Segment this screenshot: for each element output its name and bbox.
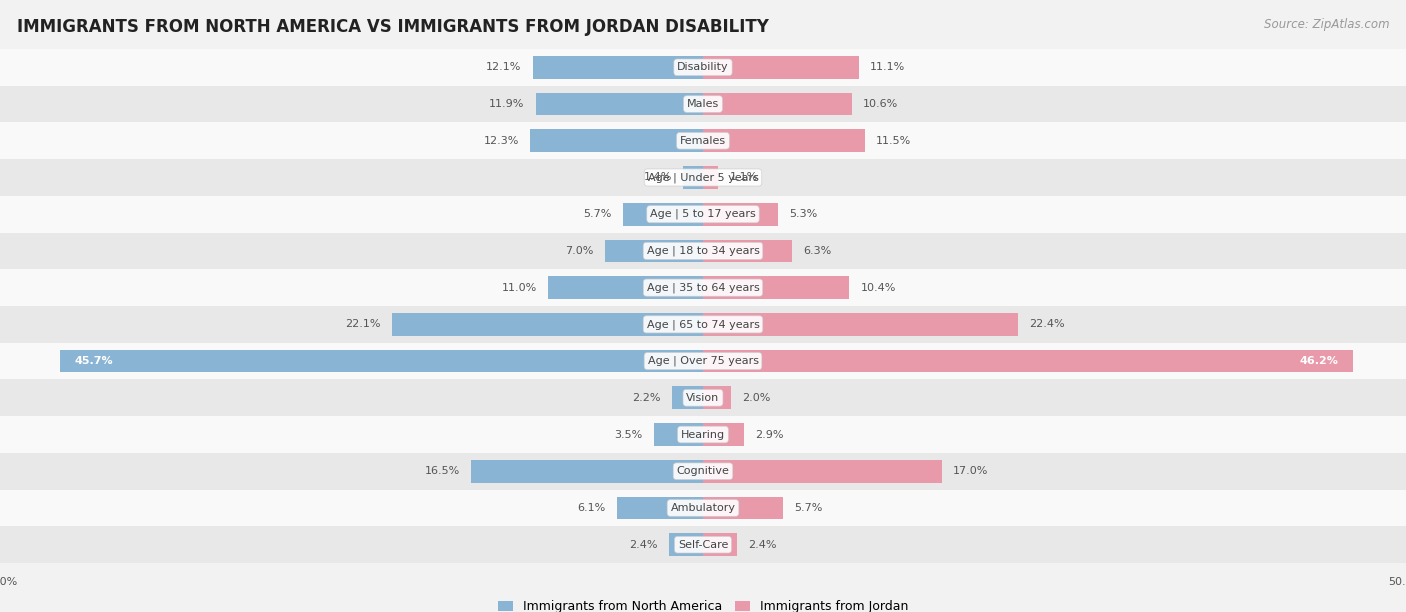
FancyBboxPatch shape xyxy=(0,86,1406,122)
FancyBboxPatch shape xyxy=(0,122,1406,159)
Bar xyxy=(703,203,778,226)
Text: 2.4%: 2.4% xyxy=(748,540,776,550)
Bar xyxy=(654,423,703,446)
Text: 11.0%: 11.0% xyxy=(502,283,537,293)
Text: 1.1%: 1.1% xyxy=(730,173,758,182)
Text: 10.6%: 10.6% xyxy=(863,99,898,109)
FancyBboxPatch shape xyxy=(0,233,1406,269)
FancyBboxPatch shape xyxy=(0,343,1406,379)
Bar xyxy=(536,92,703,116)
Text: 5.7%: 5.7% xyxy=(794,503,823,513)
Bar xyxy=(703,423,744,446)
Bar xyxy=(623,203,703,226)
Text: 11.1%: 11.1% xyxy=(870,62,905,72)
FancyBboxPatch shape xyxy=(0,306,1406,343)
Bar xyxy=(703,313,1018,336)
FancyBboxPatch shape xyxy=(0,49,1406,86)
Bar xyxy=(672,386,703,409)
Text: IMMIGRANTS FROM NORTH AMERICA VS IMMIGRANTS FROM JORDAN DISABILITY: IMMIGRANTS FROM NORTH AMERICA VS IMMIGRA… xyxy=(17,18,769,36)
Text: 46.2%: 46.2% xyxy=(1299,356,1339,366)
Text: Age | 35 to 64 years: Age | 35 to 64 years xyxy=(647,282,759,293)
Text: 12.3%: 12.3% xyxy=(484,136,519,146)
Text: Disability: Disability xyxy=(678,62,728,72)
Bar xyxy=(530,129,703,152)
FancyBboxPatch shape xyxy=(0,453,1406,490)
FancyBboxPatch shape xyxy=(0,269,1406,306)
Text: 2.4%: 2.4% xyxy=(630,540,658,550)
Text: 22.4%: 22.4% xyxy=(1029,319,1064,329)
Bar xyxy=(703,56,859,79)
Text: 6.3%: 6.3% xyxy=(803,246,831,256)
Text: Females: Females xyxy=(681,136,725,146)
Bar xyxy=(683,166,703,189)
Text: 5.7%: 5.7% xyxy=(583,209,612,219)
Text: Age | 65 to 74 years: Age | 65 to 74 years xyxy=(647,319,759,330)
Text: Source: ZipAtlas.com: Source: ZipAtlas.com xyxy=(1264,18,1389,31)
Text: Age | 5 to 17 years: Age | 5 to 17 years xyxy=(650,209,756,220)
Text: 45.7%: 45.7% xyxy=(75,356,112,366)
Bar xyxy=(703,460,942,483)
Text: 7.0%: 7.0% xyxy=(565,246,593,256)
Text: 11.5%: 11.5% xyxy=(876,136,911,146)
Text: 5.3%: 5.3% xyxy=(789,209,817,219)
Text: 2.9%: 2.9% xyxy=(755,430,783,439)
Text: 3.5%: 3.5% xyxy=(614,430,643,439)
Text: Age | 18 to 34 years: Age | 18 to 34 years xyxy=(647,245,759,256)
Bar xyxy=(703,276,849,299)
FancyBboxPatch shape xyxy=(0,526,1406,563)
Text: Age | Under 5 years: Age | Under 5 years xyxy=(648,172,758,183)
Text: 6.1%: 6.1% xyxy=(578,503,606,513)
Text: 11.9%: 11.9% xyxy=(489,99,524,109)
Text: 12.1%: 12.1% xyxy=(486,62,522,72)
Legend: Immigrants from North America, Immigrants from Jordan: Immigrants from North America, Immigrant… xyxy=(494,595,912,612)
Text: 22.1%: 22.1% xyxy=(346,319,381,329)
Bar xyxy=(392,313,703,336)
Text: 50.0%: 50.0% xyxy=(0,577,18,587)
Bar xyxy=(669,533,703,556)
FancyBboxPatch shape xyxy=(0,196,1406,233)
Bar xyxy=(60,349,703,373)
Bar xyxy=(703,533,737,556)
Bar xyxy=(471,460,703,483)
Bar xyxy=(533,56,703,79)
Text: Hearing: Hearing xyxy=(681,430,725,439)
Text: 2.2%: 2.2% xyxy=(633,393,661,403)
Text: Males: Males xyxy=(688,99,718,109)
FancyBboxPatch shape xyxy=(0,379,1406,416)
Bar xyxy=(703,92,852,116)
Bar xyxy=(703,496,783,520)
Text: 1.4%: 1.4% xyxy=(644,173,672,182)
Bar xyxy=(703,239,792,263)
Text: Vision: Vision xyxy=(686,393,720,403)
Text: Self-Care: Self-Care xyxy=(678,540,728,550)
Text: Cognitive: Cognitive xyxy=(676,466,730,476)
Bar xyxy=(605,239,703,263)
Bar xyxy=(703,386,731,409)
Bar xyxy=(548,276,703,299)
FancyBboxPatch shape xyxy=(0,159,1406,196)
Text: 2.0%: 2.0% xyxy=(742,393,770,403)
Text: Ambulatory: Ambulatory xyxy=(671,503,735,513)
FancyBboxPatch shape xyxy=(0,416,1406,453)
Bar xyxy=(703,166,718,189)
Text: 17.0%: 17.0% xyxy=(953,466,988,476)
Bar xyxy=(617,496,703,520)
Bar xyxy=(703,349,1353,373)
Text: 10.4%: 10.4% xyxy=(860,283,896,293)
Text: 16.5%: 16.5% xyxy=(425,466,460,476)
FancyBboxPatch shape xyxy=(0,490,1406,526)
Text: 50.0%: 50.0% xyxy=(1388,577,1406,587)
Bar xyxy=(703,129,865,152)
Text: Age | Over 75 years: Age | Over 75 years xyxy=(648,356,758,367)
